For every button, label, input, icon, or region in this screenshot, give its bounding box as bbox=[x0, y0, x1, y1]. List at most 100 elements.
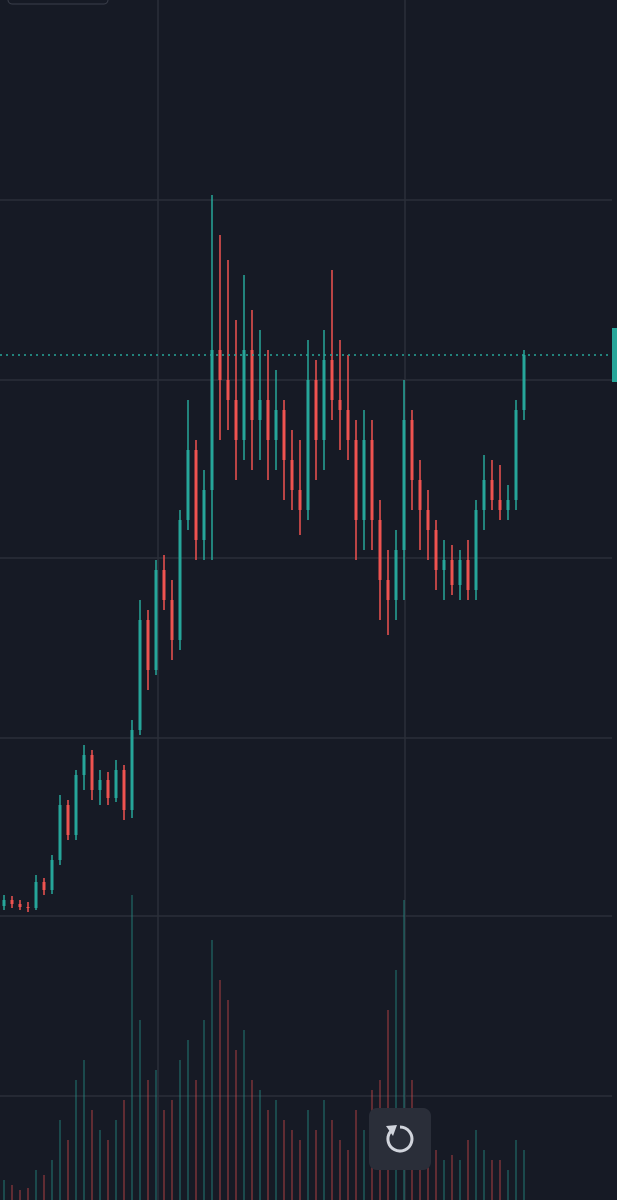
candle-body bbox=[154, 570, 158, 670]
volume-bar bbox=[275, 1100, 277, 1200]
candle-body bbox=[362, 440, 366, 520]
candle-body bbox=[522, 355, 526, 410]
volume-bar bbox=[91, 1110, 93, 1200]
candle-body bbox=[442, 560, 446, 570]
volume-bar bbox=[307, 1110, 309, 1200]
volume-bar bbox=[363, 1130, 365, 1200]
candle-body bbox=[418, 480, 422, 510]
volume-bar bbox=[283, 1120, 285, 1200]
reset-button[interactable] bbox=[369, 1108, 431, 1170]
volume-bar bbox=[243, 1030, 245, 1200]
volume-bar bbox=[491, 1160, 493, 1200]
volume-bar bbox=[523, 1150, 525, 1200]
candle-body bbox=[434, 530, 438, 570]
candle-body bbox=[482, 480, 486, 510]
candle-body bbox=[354, 440, 358, 520]
candle-body bbox=[346, 410, 350, 440]
candle-body bbox=[218, 350, 222, 380]
volume-bar bbox=[235, 1050, 237, 1200]
candle-body bbox=[410, 420, 414, 480]
candle-body bbox=[98, 780, 102, 790]
candle-body bbox=[394, 550, 398, 600]
volume-bar bbox=[507, 1170, 509, 1200]
candle-body bbox=[274, 410, 278, 440]
volume-bar bbox=[115, 1120, 117, 1200]
candle-body bbox=[466, 560, 470, 590]
volume-bar bbox=[155, 1070, 157, 1200]
volume-bar bbox=[403, 900, 405, 1200]
candle-body bbox=[370, 440, 374, 520]
volume-bar bbox=[395, 970, 397, 1200]
volume-bar bbox=[195, 1080, 197, 1200]
candle-body bbox=[306, 380, 310, 510]
candle-body bbox=[234, 400, 238, 440]
volume-bar bbox=[355, 1110, 357, 1200]
volume-bar bbox=[267, 1110, 269, 1200]
candle-body bbox=[282, 410, 286, 460]
candle-body bbox=[314, 380, 318, 440]
candle-body bbox=[250, 350, 254, 420]
candle-body bbox=[114, 770, 118, 798]
candle-body bbox=[2, 900, 6, 906]
volume-bar bbox=[331, 1120, 333, 1200]
candle-body bbox=[18, 904, 22, 907]
candle-body bbox=[330, 360, 334, 400]
candle-body bbox=[42, 882, 46, 890]
candle-body bbox=[210, 350, 214, 490]
volume-bar bbox=[35, 1170, 37, 1200]
candle-body bbox=[506, 500, 510, 510]
volume-bar bbox=[3, 1180, 5, 1200]
candle-body bbox=[162, 570, 166, 600]
candle-body bbox=[58, 805, 62, 860]
candle-body bbox=[402, 420, 406, 550]
volume-bar bbox=[459, 1160, 461, 1200]
volume-layer bbox=[3, 895, 525, 1200]
candle-body bbox=[474, 510, 478, 590]
volume-bar bbox=[515, 1140, 517, 1200]
volume-bar bbox=[259, 1090, 261, 1200]
candle-body bbox=[170, 600, 174, 640]
candle-body bbox=[10, 900, 14, 904]
volume-bar bbox=[435, 1150, 437, 1200]
volume-bar bbox=[123, 1100, 125, 1200]
volume-bar bbox=[499, 1160, 501, 1200]
volume-bar bbox=[299, 1140, 301, 1200]
volume-bar bbox=[59, 1120, 61, 1200]
last-price-marker bbox=[612, 328, 617, 382]
reset-icon-arrow bbox=[386, 1125, 397, 1136]
volume-bar bbox=[51, 1160, 53, 1200]
toolbar-button[interactable] bbox=[7, 0, 109, 5]
volume-bar bbox=[387, 1010, 389, 1200]
volume-bar bbox=[75, 1080, 77, 1200]
volume-bar bbox=[347, 1150, 349, 1200]
candle-body bbox=[26, 907, 30, 908]
candle-body bbox=[66, 805, 70, 835]
volume-bar bbox=[147, 1080, 149, 1200]
candle-body bbox=[138, 620, 142, 730]
candle-body bbox=[90, 755, 94, 790]
volume-bar bbox=[203, 1020, 205, 1200]
reset-button-bg[interactable] bbox=[369, 1108, 431, 1170]
volume-bar bbox=[83, 1060, 85, 1200]
volume-bar bbox=[11, 1185, 13, 1200]
volume-bar bbox=[451, 1155, 453, 1200]
volume-bar bbox=[27, 1188, 29, 1200]
volume-bar bbox=[107, 1140, 109, 1200]
candle-body bbox=[74, 775, 78, 835]
volume-bar bbox=[163, 1110, 165, 1200]
candle-body bbox=[242, 350, 246, 440]
candle-body bbox=[202, 490, 206, 540]
volume-bar bbox=[139, 1020, 141, 1200]
candle-layer bbox=[0, 195, 617, 912]
volume-bar bbox=[219, 980, 221, 1200]
candle-body bbox=[514, 410, 518, 500]
volume-bar bbox=[443, 1160, 445, 1200]
candle-body bbox=[82, 755, 86, 775]
candle-body bbox=[338, 400, 342, 410]
candle-body bbox=[146, 620, 150, 670]
candle-body bbox=[194, 450, 198, 540]
candle-body bbox=[226, 380, 230, 400]
